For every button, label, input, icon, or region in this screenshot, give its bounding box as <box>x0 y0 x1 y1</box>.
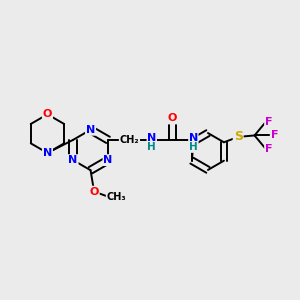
Text: O: O <box>89 187 99 196</box>
Text: F: F <box>271 130 278 140</box>
Text: F: F <box>265 117 272 127</box>
Text: N: N <box>43 148 52 158</box>
Text: N: N <box>189 134 198 143</box>
Text: F: F <box>265 144 272 154</box>
Text: O: O <box>168 113 177 124</box>
Text: N: N <box>68 155 78 165</box>
Text: N: N <box>147 134 156 143</box>
Text: H: H <box>147 142 156 152</box>
Text: H: H <box>189 142 198 152</box>
Text: N: N <box>103 155 113 165</box>
Text: O: O <box>43 109 52 119</box>
Text: CH₂: CH₂ <box>120 135 139 145</box>
Text: CH₃: CH₃ <box>106 192 126 202</box>
Text: N: N <box>86 125 95 135</box>
Text: S: S <box>234 130 243 143</box>
